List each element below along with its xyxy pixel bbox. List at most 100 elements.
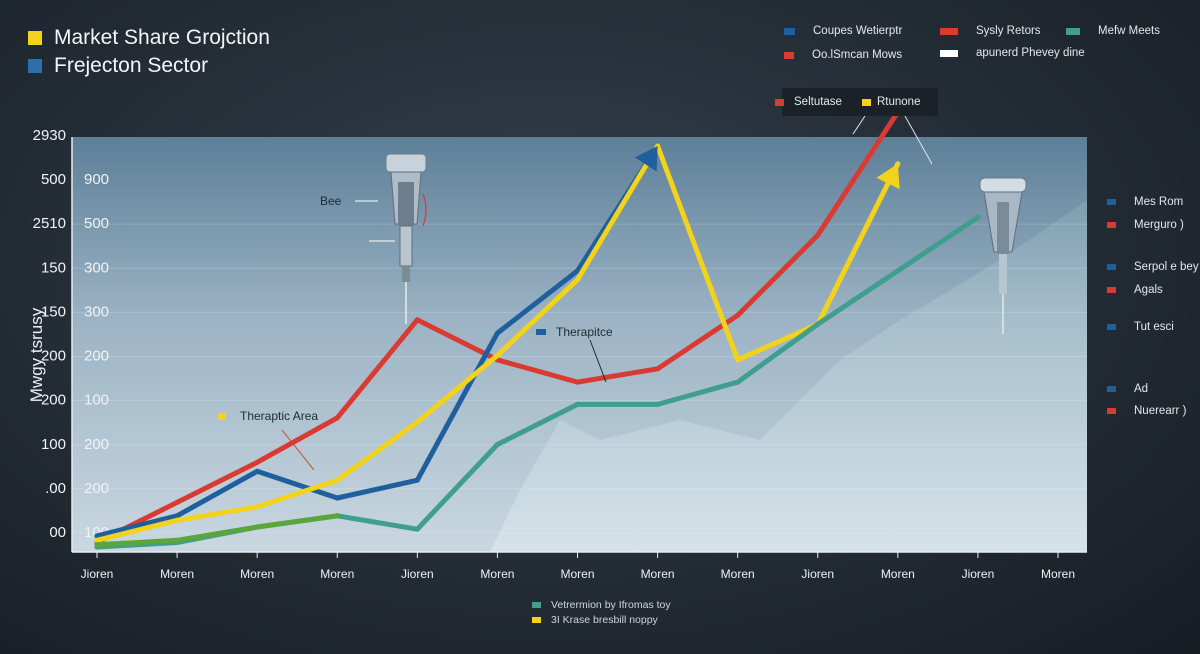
data-point: [815, 232, 821, 238]
right-legend-item-1: Mes Rom: [1107, 196, 1183, 208]
x-tick-label: Jioren: [801, 567, 834, 581]
annotation-label: Therapitce: [556, 325, 613, 339]
callout-item-1: Seltutase: [775, 96, 842, 108]
legend-label: Vetrermion by Ifromas toy: [551, 599, 671, 611]
legend-label: Merguro ): [1134, 219, 1184, 231]
legend-swatch: [532, 617, 541, 623]
legend-swatch: [784, 51, 794, 59]
data-point: [414, 526, 420, 532]
legend-label: Mes Rom: [1134, 196, 1184, 208]
annotation-label: Bee: [320, 194, 342, 208]
x-tick-label: Moren: [160, 567, 194, 581]
x-tick-label: Moren: [721, 567, 755, 581]
chart-title: Market Share Grojction: [54, 26, 270, 49]
data-point: [494, 352, 500, 358]
footer-legend-item-2: 3I Krase bresbill noppy: [532, 614, 658, 626]
series-lines: [94, 109, 981, 550]
x-tick-label: Moren: [1041, 567, 1075, 581]
syringe-icon: [385, 153, 427, 324]
data-point: [94, 533, 100, 539]
annotation-therapitc-area: Theraptic Area: [218, 409, 318, 423]
annotation-therapitce: Therapitce: [536, 325, 613, 339]
y-tick-label-outer: 150: [41, 259, 66, 276]
legend-label: 3I Krase bresbill noppy: [551, 614, 658, 626]
data-point: [254, 524, 260, 530]
callout-item-2: Rtunone: [862, 96, 920, 108]
y-tick-label-inner: 100: [84, 392, 109, 409]
data-point: [575, 401, 580, 407]
annotation-swatch: [536, 329, 546, 335]
syringe-icon: [979, 177, 1027, 334]
top-legend-item-4: Oo.lSmcan Mows: [784, 49, 902, 61]
y-tick-label-outer: 00: [49, 524, 66, 541]
data-point: [254, 468, 260, 474]
data-point: [655, 366, 661, 372]
x-tick-label: Moren: [480, 567, 514, 581]
title-swatch-yellow: [28, 31, 42, 45]
x-tick-label: Jioren: [401, 567, 434, 581]
data-point: [735, 312, 741, 318]
x-tick-label: Jioren: [81, 567, 114, 581]
y-tick-label-outer: 2930: [33, 127, 66, 144]
series-line-5: [94, 513, 340, 548]
top-legend-item-1: Coupes Wetierptr: [784, 25, 902, 37]
y-tick-label-inner: 200: [84, 436, 109, 453]
data-point: [575, 379, 580, 385]
legend-swatch: [862, 98, 871, 106]
legend-swatch: [1107, 199, 1116, 205]
y-tick-label-inner: 900: [84, 171, 109, 188]
x-tick-labels: Jioren Moren Moren Moren Jioren Moren Moren Mor…: [81, 552, 1075, 581]
legend-label: Nuerearr ): [1134, 405, 1187, 417]
y-tick-label-outer: .00: [45, 480, 66, 497]
y-tick-label-inner: 300: [84, 303, 109, 320]
data-point: [174, 517, 180, 523]
data-point: [414, 477, 420, 483]
legend-swatch: [775, 98, 784, 106]
annotation-bee: Bee: [320, 194, 341, 208]
y-tick-label-outer: 500: [41, 171, 66, 188]
data-point: [334, 513, 340, 519]
y-tick-label-outer: 200: [41, 348, 66, 365]
legend-label: Serpol e bey: [1134, 261, 1199, 273]
data-point: [975, 214, 981, 220]
data-point: [254, 504, 260, 510]
mist-area: [490, 200, 1087, 552]
legend-swatch: [532, 602, 541, 608]
legend-swatch: [784, 27, 795, 35]
chart-subtitle: Frejecton Sector: [54, 54, 209, 77]
data-point: [655, 401, 661, 407]
top-legend-item-2: Sysly Retors: [940, 25, 1041, 37]
legend-label: Agals: [1134, 284, 1163, 296]
annotation-leader: [589, 339, 607, 383]
series-arrowhead: [634, 146, 658, 172]
legend-label: Tut esci: [1134, 321, 1174, 333]
x-tick-label: Moren: [560, 567, 594, 581]
legend-label: Sysly Retors: [976, 25, 1041, 37]
legend-label: Rtunone: [877, 96, 921, 108]
y-tick-label-inner: 300: [84, 259, 109, 276]
annotation-leader: [281, 429, 315, 471]
data-point: [735, 357, 741, 363]
data-point: [334, 415, 340, 421]
y-tick-label-outer: 2510: [33, 215, 66, 232]
data-point: [575, 277, 580, 283]
data-point: [895, 268, 901, 274]
y-tick-label-outer: 150: [41, 303, 66, 320]
legend-label: apunerd Phevey dine: [976, 47, 1085, 59]
legend-swatch: [1107, 287, 1116, 293]
legend-swatch: [1107, 386, 1116, 392]
series-arrowheads: [634, 146, 900, 190]
y-tick-label-outer: 100: [41, 436, 66, 453]
x-tick-label: Jioren: [962, 567, 995, 581]
legend-label: Oo.lSmcan Mows: [812, 49, 903, 61]
right-legend-item-5: Tut esci: [1107, 321, 1174, 333]
x-tick-label: Moren: [240, 567, 274, 581]
footer-legend-item-1: Vetrermion by Ifromas toy: [532, 599, 671, 611]
legend-label: Seltutase: [794, 96, 842, 108]
legend-label: Coupes Wetierptr: [813, 25, 903, 37]
data-point: [575, 268, 580, 274]
data-point: [815, 321, 821, 327]
title-row-1: Market Share Grojction: [28, 24, 270, 52]
y-tick-label-outer: 200: [41, 392, 66, 409]
